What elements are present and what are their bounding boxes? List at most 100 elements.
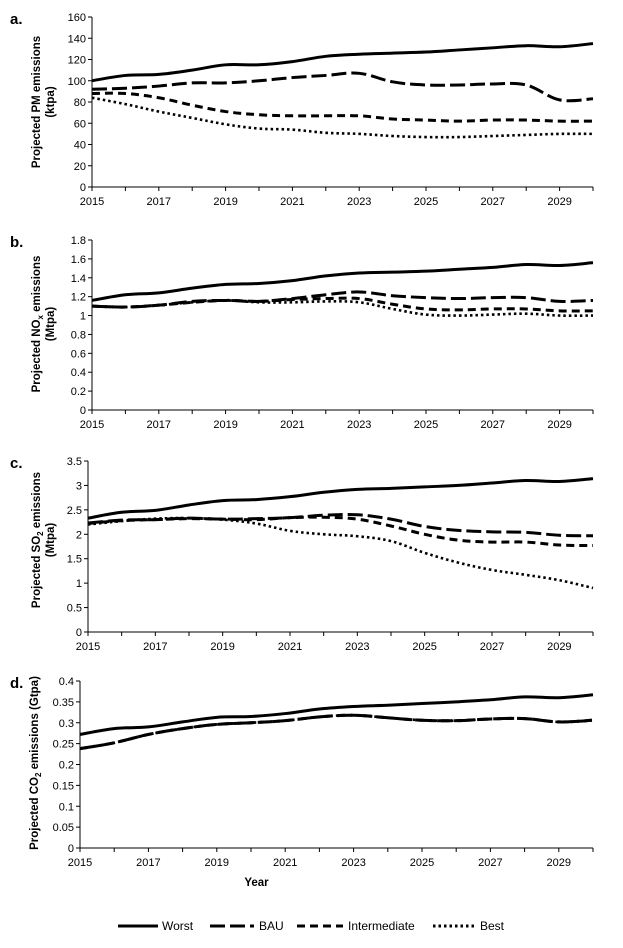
y-tick-label: 0.35 <box>53 697 74 709</box>
x-tick-label: 2023 <box>347 419 371 431</box>
x-tick-label: 2015 <box>80 419 104 431</box>
x-tick-label: 2019 <box>213 196 237 208</box>
series-line-worst <box>87 477 594 520</box>
y-tick-label: 140 <box>68 33 86 45</box>
x-tick-label: 2021 <box>278 641 302 653</box>
series-line-bau <box>87 512 594 538</box>
x-tick-label: 2019 <box>205 857 229 869</box>
y-tick-label: 1.6 <box>71 254 86 266</box>
y-tick-label: 2.5 <box>67 505 82 517</box>
y-tick-label: 0.4 <box>59 676 74 688</box>
y-tick-label: 0.6 <box>71 348 86 360</box>
y-tick-label: 0.5 <box>67 603 82 615</box>
series-line-intermediate <box>91 91 594 123</box>
chart-panel-1: a. 0 20 40 60 80 100 120 140 160 2015 2017 2019 2021 2… <box>10 11 594 208</box>
chart-panel-2: b. 0 0.2 0.4 0.6 0.8 1 1.2 1.4 1.6 1.8 2015 2017 2019… <box>10 234 594 431</box>
series-line-bau <box>79 713 594 751</box>
y-tick-label: 120 <box>68 55 86 67</box>
x-tick-label: 2027 <box>480 641 504 653</box>
x-tick-label: 2027 <box>481 196 505 208</box>
x-tick-label: 2015 <box>76 641 100 653</box>
y-tick-label: 100 <box>68 76 86 88</box>
x-tick-label: 2029 <box>547 641 571 653</box>
y-axis-label: Projected PM emissions (ktpa) <box>31 36 57 168</box>
series-line-intermediate <box>91 296 594 313</box>
y-axis-label: Projected NOx emissions(Mtpa) <box>31 256 57 393</box>
y-tick-label: 0 <box>68 843 74 855</box>
y-tick-label: 1 <box>80 311 86 323</box>
legend-label-best: Best <box>480 919 505 933</box>
y-tick-label: 3 <box>76 480 82 492</box>
x-tick-label: 2023 <box>341 857 365 869</box>
x-tick-label: 2029 <box>547 419 571 431</box>
x-tick-label: 2021 <box>280 196 304 208</box>
y-tick-label: 0.15 <box>53 780 74 792</box>
x-tick-label: 2027 <box>481 419 505 431</box>
x-tick-label: 2025 <box>414 419 438 431</box>
y-tick-label: 0.8 <box>71 329 86 341</box>
y-tick-label: 160 <box>68 12 86 24</box>
panel-label: a. <box>10 11 23 28</box>
x-tick-label: 2027 <box>478 857 502 869</box>
legend: Worst BAU Intermediate Best <box>118 919 505 933</box>
x-tick-label: 2017 <box>143 641 167 653</box>
y-tick-label: 0.2 <box>71 386 86 398</box>
chart-panel-4: d. 0 0.05 0.1 0.15 0.2 0.25 0.3 0.35 0.4 2015 2017 2… <box>10 675 594 889</box>
panel-label: d. <box>10 675 23 692</box>
series-line-worst <box>91 42 594 83</box>
x-tick-label: 2019 <box>210 641 234 653</box>
legend-label-bau: BAU <box>259 919 284 933</box>
legend-label-worst: Worst <box>162 919 194 933</box>
y-tick-label: 2 <box>76 529 82 541</box>
x-tick-label: 2017 <box>136 857 160 869</box>
y-tick-label: 1 <box>76 578 82 590</box>
y-tick-label: 0.1 <box>59 801 74 813</box>
series-line-worst <box>79 693 594 736</box>
y-tick-label: 1.4 <box>71 273 86 285</box>
y-tick-label: 1.8 <box>71 235 86 247</box>
y-tick-label: 1.2 <box>71 292 86 304</box>
series-line-bau <box>91 290 594 309</box>
panel-label: b. <box>10 234 23 251</box>
y-tick-label: 0.3 <box>59 718 74 730</box>
x-tick-label: 2025 <box>412 641 436 653</box>
y-axis-label: Projected CO2 emissions (Gtpa) <box>29 676 43 850</box>
y-tick-label: 0 <box>80 405 86 417</box>
y-tick-label: 0.2 <box>59 760 74 772</box>
x-tick-label: 2023 <box>347 196 371 208</box>
series-line-best <box>91 96 594 139</box>
x-tick-label: 2029 <box>547 857 571 869</box>
y-tick-label: 3.5 <box>67 456 82 468</box>
y-axis-label: Projected SO2 emissions(Mtpa) <box>31 472 57 608</box>
x-tick-label: 2023 <box>345 641 369 653</box>
legend-label-intermediate: Intermediate <box>348 919 415 933</box>
y-tick-label: 40 <box>74 140 86 152</box>
y-tick-label: 0.05 <box>53 822 74 834</box>
panel-label: c. <box>10 455 23 472</box>
x-tick-label: 2015 <box>80 196 104 208</box>
x-tick-label: 2021 <box>280 419 304 431</box>
y-tick-label: 0 <box>76 627 82 639</box>
x-tick-label: 2025 <box>410 857 434 869</box>
y-tick-label: 0.4 <box>71 367 86 379</box>
x-tick-label: 2029 <box>547 196 571 208</box>
x-tick-label: 2025 <box>414 196 438 208</box>
series-line-best <box>87 516 594 590</box>
y-tick-label: 20 <box>74 161 86 173</box>
x-tick-label: 2021 <box>273 857 297 869</box>
x-tick-label: 2019 <box>213 419 237 431</box>
x-tick-label: 2015 <box>68 857 92 869</box>
series-line-intermediate <box>79 713 594 751</box>
x-axis-label: Year <box>244 877 269 889</box>
y-tick-label: 0 <box>80 182 86 194</box>
x-tick-label: 2017 <box>147 196 171 208</box>
y-tick-label: 60 <box>74 118 86 130</box>
series-line-worst <box>91 261 594 302</box>
y-tick-label: 80 <box>74 97 86 109</box>
y-tick-label: 0.25 <box>53 739 74 751</box>
x-tick-label: 2017 <box>147 419 171 431</box>
chart-panel-3: c. 0 0.5 1 1.5 2 2.5 3 3.5 2015 2017 2019 2021 2023 20… <box>10 455 594 653</box>
series-line-bau <box>91 71 594 103</box>
